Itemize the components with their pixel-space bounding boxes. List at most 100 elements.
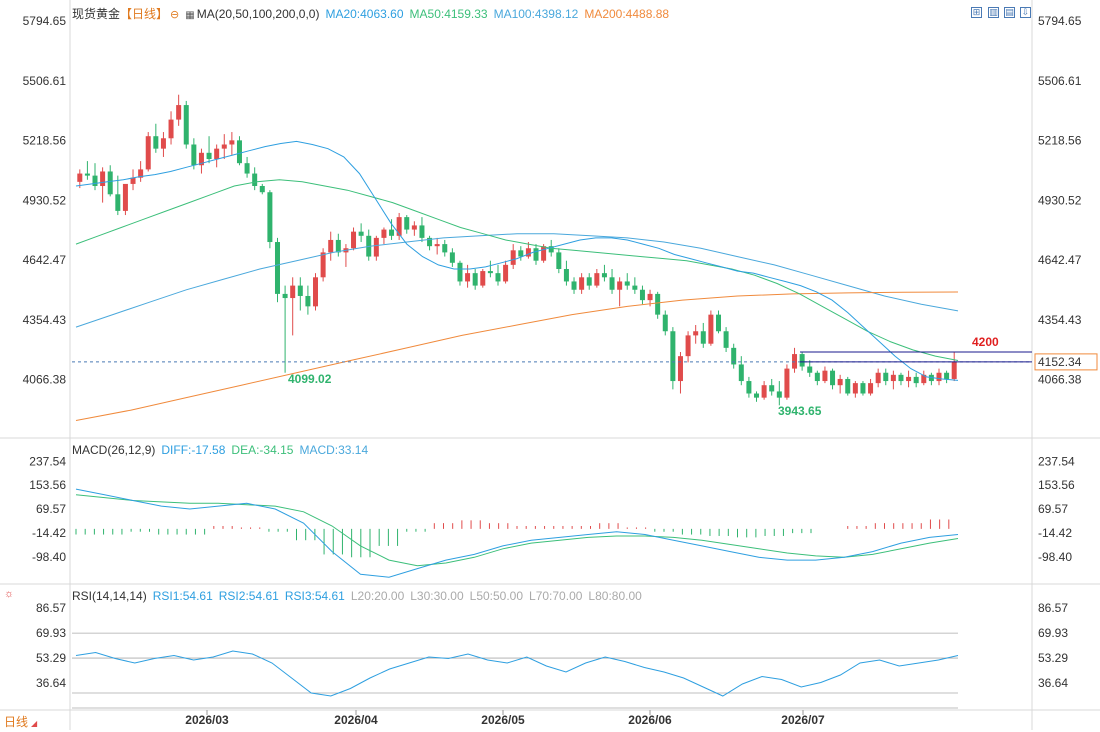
candle-body — [814, 372, 820, 382]
candle-body — [868, 383, 874, 394]
macd-diff-line — [75, 488, 959, 578]
caret-down-icon: ◢ — [31, 719, 38, 728]
candle-body — [586, 277, 592, 286]
candle-body — [624, 281, 630, 286]
candle-body — [267, 192, 273, 243]
candle-body — [860, 383, 866, 394]
candle-body — [708, 314, 714, 344]
macd-tick-label: 69.57 — [36, 502, 66, 516]
candle-body — [503, 264, 509, 282]
candle-body — [404, 217, 410, 230]
download-icon[interactable]: ⇩ — [1020, 7, 1031, 18]
candle-body — [358, 231, 364, 236]
macd-tick-label: 69.57 — [1038, 502, 1068, 516]
candle-body — [807, 366, 813, 373]
rsi-tick-label: 69.93 — [36, 626, 66, 640]
candle-body — [883, 372, 889, 382]
rsi1-value: RSI1:54.61 — [152, 589, 213, 603]
candle-body — [191, 144, 197, 166]
symbol-name[interactable]: 现货黄金 — [72, 7, 121, 21]
candle-body — [320, 252, 326, 278]
candle-body — [84, 173, 90, 176]
rsi-tick-label: 86.57 — [36, 601, 66, 615]
sun-icon[interactable]: ☼ — [4, 588, 15, 600]
candle-body — [541, 246, 547, 261]
candle-body — [221, 144, 227, 149]
period-selector[interactable]: 日线 ◢ — [4, 714, 66, 730]
expand-icon[interactable]: ⊞ — [971, 7, 982, 18]
last-price-tag-label: 4152.34 — [1038, 355, 1082, 369]
macd-label[interactable]: MACD(26,12,9) — [72, 443, 156, 457]
rsi-label[interactable]: RSI(14,14,14) — [72, 589, 147, 603]
macd-panel — [75, 488, 959, 578]
candle-body — [784, 368, 790, 398]
l30-value: L30:30.00 — [410, 589, 464, 603]
x-tick-label: 2026/05 — [481, 713, 525, 727]
candle-body — [898, 374, 904, 382]
ma20-line — [75, 140, 959, 381]
candle-body — [229, 140, 235, 145]
candle-body — [259, 186, 265, 193]
candle-body — [335, 239, 341, 253]
candle-body — [206, 152, 212, 160]
candle-body — [419, 225, 425, 238]
panel-icon-2[interactable]: ▤ — [1004, 7, 1015, 18]
macd-tick-label: -98.40 — [1038, 550, 1072, 564]
candle-body — [487, 271, 493, 274]
candle-body — [731, 347, 737, 365]
macd-tick-label: 237.54 — [29, 454, 66, 468]
candle-body — [198, 152, 204, 166]
ma50-value: MA50:4159.33 — [409, 7, 488, 21]
low-annotation: 3943.65 — [778, 404, 822, 418]
candle-body — [305, 295, 311, 307]
price-tick-label: 5218.56 — [1038, 134, 1082, 148]
candle-body — [921, 374, 927, 384]
rsi-tick-label: 69.93 — [1038, 626, 1068, 640]
candle-body — [754, 393, 760, 398]
candle-body — [852, 383, 858, 394]
rsi3-value: RSI3:54.61 — [284, 589, 345, 603]
candle-body — [313, 277, 319, 307]
candle-body — [776, 391, 782, 398]
ma-label[interactable]: MA(20,50,100,200,0,0) — [196, 7, 320, 21]
candle-body — [176, 105, 182, 120]
candle-body — [244, 163, 250, 174]
price-tick-label: 4354.43 — [1038, 313, 1082, 327]
candle-body — [906, 376, 912, 382]
candle-body — [282, 293, 288, 299]
ma100-line — [75, 233, 959, 328]
candle-body — [434, 244, 440, 247]
ma200-value: MA200:4488.88 — [584, 7, 670, 21]
candle-body — [799, 354, 805, 367]
period-tag[interactable]: 【日线】 — [120, 7, 169, 21]
rsi-header: RSI(14,14,14) RSI1:54.61 RSI2:54.61 RSI3:54… — [72, 589, 648, 603]
candle-body — [297, 285, 303, 296]
candle-body — [138, 169, 144, 178]
price-header: 现货黄金【日线】 ⊖ ▦ MA(20,50,100,200,0,0) MA20:4063… — [72, 7, 675, 23]
candle-body — [130, 177, 136, 184]
axis-layer: 5794.65 5794.65 5506.61 5506.61 5218.56 5218.… — [23, 14, 1098, 727]
candle-body — [381, 229, 387, 238]
candle-body — [236, 140, 242, 164]
candle-body — [715, 314, 721, 332]
candle-body — [655, 293, 661, 315]
price-tick-label: 4354.43 — [23, 313, 67, 327]
price-tick-label: 4642.47 — [1038, 253, 1082, 267]
candle-body — [396, 217, 402, 236]
macd-dea-line — [75, 494, 959, 567]
candle-body — [632, 285, 638, 290]
candle-body — [609, 277, 615, 290]
period-label: 日线 — [4, 715, 29, 729]
ma-indicator-icon: ▦ — [185, 10, 195, 21]
settings-icon[interactable]: ⊖ — [170, 9, 180, 21]
rsi2-value: RSI2:54.61 — [218, 589, 279, 603]
candle-body — [548, 246, 554, 253]
candle-body — [427, 237, 433, 247]
macd-tick-label: -14.42 — [32, 526, 66, 540]
panel-icon[interactable]: ▥ — [988, 7, 999, 18]
candle-body — [936, 372, 942, 382]
candle-body — [738, 364, 744, 382]
candle-body — [601, 273, 607, 278]
candle-body — [556, 252, 562, 269]
